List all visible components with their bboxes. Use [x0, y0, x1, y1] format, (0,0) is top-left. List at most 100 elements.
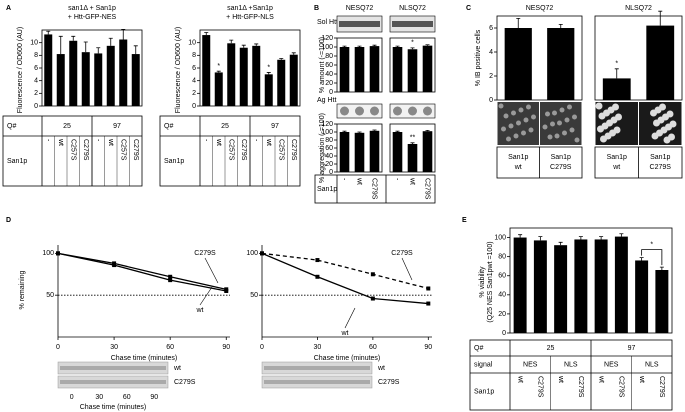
series-marker: [168, 274, 173, 279]
bar: [94, 53, 103, 106]
subgroup-label: NES: [604, 361, 619, 368]
error-bar: [599, 236, 604, 240]
row-label: San1p: [164, 158, 184, 165]
cell: [550, 121, 555, 127]
y-tick-label: 4: [489, 49, 493, 56]
series-marker: [315, 274, 320, 279]
chart-title: san1Δ + San1p: [68, 5, 116, 12]
bar: [513, 237, 527, 333]
bar: [277, 59, 286, 106]
aggregate-dot: [355, 106, 364, 116]
bar: [574, 239, 588, 333]
category-label: wt: [409, 177, 416, 185]
y-tick-label: 6: [34, 65, 38, 72]
annotation: *: [411, 40, 414, 47]
y-tick-label: 80: [325, 53, 333, 60]
chart-title: + Htt-GFP-NLS: [226, 14, 274, 21]
category-label: C279S: [290, 139, 297, 161]
category-label: -: [394, 178, 401, 181]
category-label: San1p: [650, 154, 670, 161]
error-bar: [395, 45, 400, 47]
bar: [339, 132, 350, 172]
series-label: wt: [341, 330, 349, 337]
cell: [562, 130, 567, 136]
bar: [106, 45, 115, 106]
aggregate-dot: [423, 106, 432, 116]
category-label: wt: [514, 164, 522, 171]
error-bar: [658, 10, 663, 26]
panel-label: B: [314, 5, 319, 12]
cell: [669, 120, 677, 128]
table-frame: [314, 174, 436, 204]
y-tick-label: 60: [325, 145, 333, 152]
blot-label: Sol Htt: [317, 19, 338, 26]
cell: [666, 110, 674, 118]
error-bar: [229, 39, 234, 44]
error-bar: [425, 44, 430, 46]
y-tick-label: 40: [325, 153, 333, 160]
category-label: C279S: [550, 164, 572, 171]
panel-label: A: [6, 5, 11, 12]
blot-row-label: wt: [377, 365, 385, 372]
cell: [572, 114, 577, 120]
error-bar: [254, 43, 259, 46]
cell: [595, 102, 603, 110]
series-marker: [224, 287, 229, 292]
bar: [289, 54, 298, 106]
x-axis-label: Chase time (minutes): [314, 355, 381, 362]
error-bar: [516, 18, 521, 28]
bar: [407, 49, 418, 92]
cell: [523, 117, 529, 123]
error-bar: [241, 44, 246, 48]
error-bar: [83, 41, 88, 53]
cell: [564, 117, 570, 123]
annotation: *: [267, 64, 270, 71]
error-bar: [425, 130, 430, 132]
y-tick-label: 8: [192, 52, 196, 59]
bar: [69, 40, 78, 107]
y-axis-label: % remaining: [19, 270, 26, 309]
series-label: C279S: [194, 250, 216, 257]
cell: [547, 134, 553, 140]
category-label: wt: [597, 375, 604, 383]
series-marker: [168, 278, 173, 283]
aggregate-dot: [340, 106, 349, 116]
panel-label: E: [462, 217, 467, 224]
y-tick-label: 0: [34, 103, 38, 110]
series-marker: [315, 258, 320, 263]
y-tick-label: 80: [498, 253, 506, 260]
bar: [131, 54, 140, 106]
x-tick-label: 90: [222, 344, 230, 351]
cell: [528, 127, 534, 133]
y-tick-label: 0: [192, 103, 196, 110]
group-label: 25: [221, 123, 229, 130]
error-bar: [518, 234, 523, 238]
error-bar: [342, 45, 347, 47]
bar: [646, 25, 675, 101]
category-label: wt: [557, 375, 564, 383]
category-label: C257S: [227, 139, 234, 161]
blot-label: Ag Htt: [317, 97, 337, 104]
category-label: C279S: [650, 164, 672, 171]
category-label: -: [252, 139, 259, 142]
cell: [559, 107, 565, 113]
category-label: wt: [516, 375, 523, 383]
category-label: C279S: [371, 178, 378, 200]
aggregate-dot: [370, 106, 379, 116]
bar: [339, 47, 350, 92]
category-label: wt: [107, 138, 114, 146]
plot-frame: [496, 15, 583, 101]
x-tick-label: 30: [110, 344, 118, 351]
y-tick-label: 2: [34, 90, 38, 97]
cell: [612, 103, 619, 111]
y-tick-label: 6: [489, 25, 493, 32]
bar: [239, 47, 248, 106]
bar: [407, 144, 418, 172]
bar: [214, 72, 223, 106]
error-bar: [357, 45, 362, 47]
chart-title: san1Δ +San1p: [227, 5, 273, 12]
blot-lane-label: 30: [95, 394, 103, 401]
bar: [227, 43, 236, 106]
y-tick-label: 40: [498, 292, 506, 299]
table-frame: [2, 115, 143, 187]
